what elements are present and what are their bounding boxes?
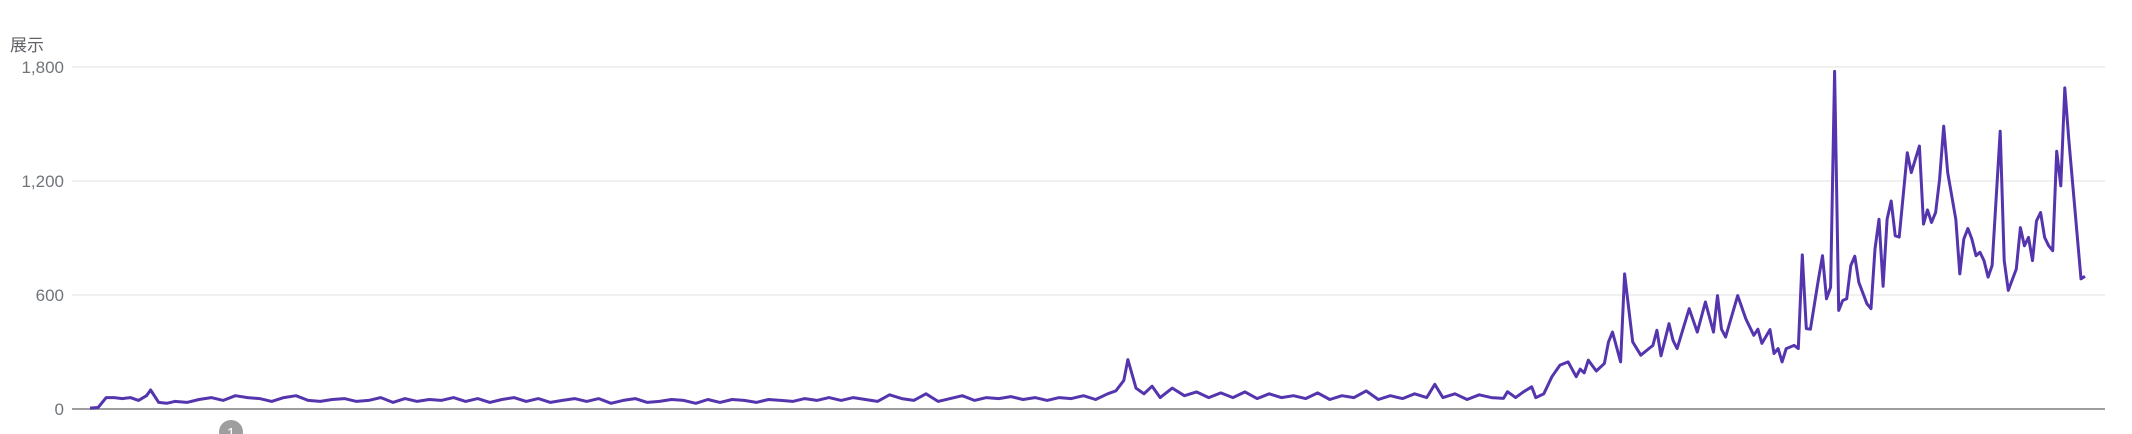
annotation-marker[interactable]: 1 (219, 420, 243, 434)
y-axis-title: 展示 (10, 36, 44, 56)
y-tick-label: 1,200 (21, 172, 64, 191)
gridlines (72, 66, 2105, 296)
series-line (89, 69, 2086, 410)
y-axis-ticks: 0 600 1,200 1,800 (21, 58, 64, 419)
annotation-marker-label: 1 (227, 425, 235, 434)
y-tick-label: 600 (36, 286, 64, 305)
y-tick-label: 1,800 (21, 58, 64, 77)
y-tick-label: 0 (55, 400, 64, 419)
